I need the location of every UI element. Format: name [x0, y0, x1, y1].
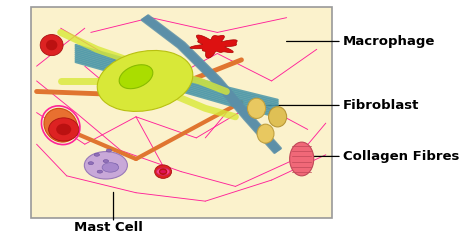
- Text: Collagen Fibres: Collagen Fibres: [343, 150, 459, 163]
- Polygon shape: [190, 35, 237, 58]
- Circle shape: [156, 168, 170, 175]
- Ellipse shape: [290, 142, 314, 176]
- Ellipse shape: [44, 108, 77, 142]
- Ellipse shape: [102, 163, 118, 172]
- Text: Mast Cell: Mast Cell: [74, 221, 143, 234]
- Ellipse shape: [97, 50, 193, 111]
- Ellipse shape: [49, 118, 79, 141]
- Circle shape: [88, 162, 93, 165]
- Ellipse shape: [247, 98, 265, 118]
- Circle shape: [106, 149, 111, 152]
- Circle shape: [160, 170, 166, 173]
- Ellipse shape: [269, 107, 287, 127]
- Ellipse shape: [155, 165, 172, 178]
- Bar: [30, 7, 332, 218]
- Circle shape: [94, 153, 100, 156]
- Ellipse shape: [56, 124, 71, 135]
- Ellipse shape: [63, 132, 71, 140]
- Circle shape: [103, 160, 109, 163]
- Ellipse shape: [159, 168, 167, 175]
- Ellipse shape: [46, 40, 57, 50]
- Text: Fibroblast: Fibroblast: [343, 99, 419, 112]
- Ellipse shape: [257, 124, 274, 143]
- Text: Macrophage: Macrophage: [343, 35, 435, 48]
- Ellipse shape: [84, 152, 128, 179]
- Ellipse shape: [119, 65, 153, 89]
- Ellipse shape: [40, 35, 63, 56]
- Circle shape: [112, 164, 118, 167]
- Circle shape: [97, 170, 102, 173]
